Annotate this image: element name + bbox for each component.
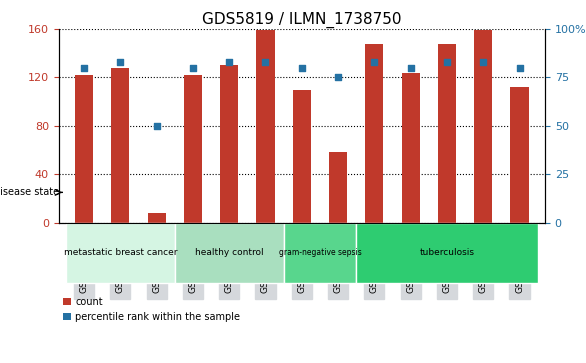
Bar bbox=[257, 30, 275, 223]
Point bbox=[406, 65, 415, 71]
Point bbox=[479, 59, 488, 65]
Bar bbox=[356, 223, 538, 283]
Text: healthy control: healthy control bbox=[195, 248, 264, 257]
Point bbox=[261, 59, 270, 65]
Point bbox=[297, 65, 306, 71]
Point bbox=[115, 59, 125, 65]
Bar bbox=[510, 87, 529, 223]
Bar bbox=[175, 223, 284, 283]
Bar bbox=[220, 65, 239, 223]
Point bbox=[79, 65, 88, 71]
Bar bbox=[148, 213, 166, 223]
Point bbox=[152, 123, 161, 129]
Point bbox=[188, 65, 197, 71]
Bar bbox=[184, 75, 202, 223]
Point bbox=[370, 59, 379, 65]
Point bbox=[224, 59, 234, 65]
Point bbox=[515, 65, 524, 71]
Bar bbox=[365, 44, 383, 223]
Text: disease state: disease state bbox=[0, 187, 59, 197]
Title: GDS5819 / ILMN_1738750: GDS5819 / ILMN_1738750 bbox=[202, 12, 401, 28]
Bar bbox=[293, 90, 311, 223]
Bar bbox=[329, 152, 347, 223]
Bar bbox=[111, 68, 130, 223]
Bar bbox=[401, 73, 420, 223]
Point bbox=[333, 74, 343, 80]
Bar bbox=[474, 30, 492, 223]
Point bbox=[442, 59, 452, 65]
Text: tuberculosis: tuberculosis bbox=[420, 248, 475, 257]
Text: gram-negative sepsis: gram-negative sepsis bbox=[278, 248, 362, 257]
Text: metastatic breast cancer: metastatic breast cancer bbox=[63, 248, 177, 257]
Bar bbox=[284, 223, 356, 283]
Bar bbox=[438, 44, 456, 223]
Legend: count, percentile rank within the sample: count, percentile rank within the sample bbox=[63, 297, 240, 322]
Bar bbox=[75, 75, 93, 223]
Bar bbox=[66, 223, 175, 283]
